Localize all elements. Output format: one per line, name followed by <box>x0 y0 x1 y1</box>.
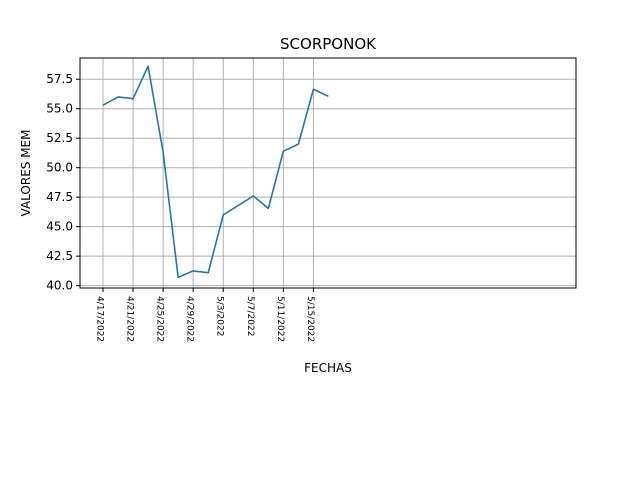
y-tick-label: 47.5 <box>46 190 73 204</box>
y-tick-label: 52.5 <box>46 131 73 145</box>
y-tick-label: 55.0 <box>46 102 73 116</box>
x-tick-label: 4/17/2022 <box>95 296 105 342</box>
x-tick-label: 5/3/2022 <box>215 296 225 336</box>
y-tick-label: 40.0 <box>46 279 73 293</box>
x-tick-label: 5/15/2022 <box>305 296 315 342</box>
chart-title: SCORPONOK <box>280 35 377 53</box>
grid <box>80 58 576 288</box>
y-tick-label: 50.0 <box>46 161 73 175</box>
x-tick-label: 4/21/2022 <box>125 296 135 342</box>
x-axis-label: FECHAS <box>304 361 352 375</box>
series-group <box>102 65 329 279</box>
y-axis: 40.0 42.5 45.0 47.5 50.0 52.5 55.0 57.5 <box>46 72 80 293</box>
y-axis-label: VALORES MEM <box>19 130 33 217</box>
x-tick-label: 5/11/2022 <box>275 296 285 342</box>
x-tick-label: 5/7/2022 <box>245 296 255 336</box>
plot-frame <box>79 57 577 289</box>
y-tick-label: 57.5 <box>46 72 73 86</box>
x-tick-label: 4/25/2022 <box>155 296 165 342</box>
x-tick-label: 4/29/2022 <box>185 296 195 342</box>
y-tick-label: 42.5 <box>46 249 73 263</box>
series-line <box>102 65 329 279</box>
y-tick-label: 45.0 <box>46 220 73 234</box>
x-axis: 4/17/2022 4/21/2022 4/25/2022 4/29/2022 5/3/… <box>95 288 315 342</box>
